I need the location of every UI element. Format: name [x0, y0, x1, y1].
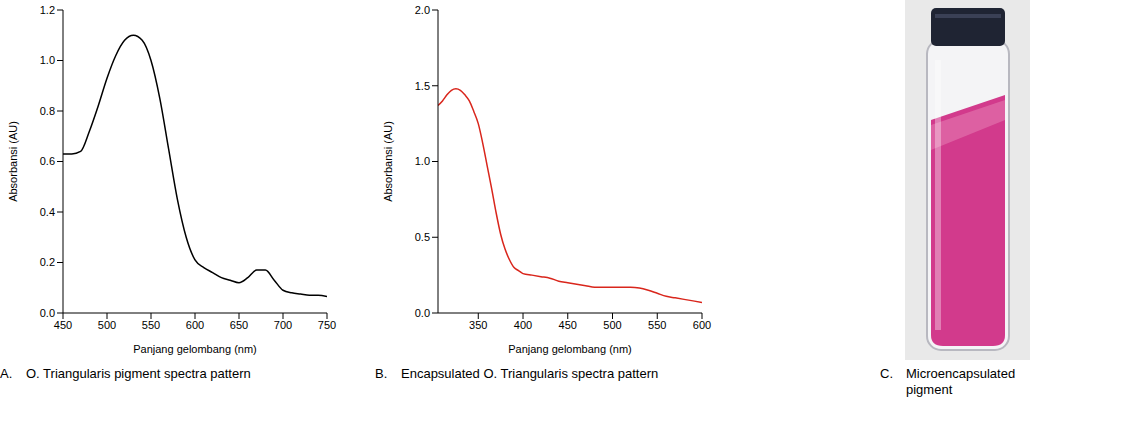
svg-text:700: 700 [274, 319, 292, 331]
svg-text:450: 450 [54, 319, 72, 331]
svg-text:650: 650 [230, 319, 248, 331]
html-text:A.: A. [0, 366, 13, 381]
html-text:B.: B. [375, 366, 388, 381]
svg-text:0.5: 0.5 [415, 231, 430, 243]
svg-text:500: 500 [98, 319, 116, 331]
svg-text:400: 400 [514, 319, 532, 331]
svg-text:500: 500 [603, 319, 621, 331]
svg-text:600: 600 [693, 319, 711, 331]
html-text:Microencapsulated pigment: Microencapsulated pigment [906, 366, 1016, 397]
svg-text:750: 750 [318, 319, 336, 331]
svg-text:0.8: 0.8 [40, 105, 55, 117]
svg-text:1.0: 1.0 [415, 155, 430, 167]
svg-text:2.0: 2.0 [415, 4, 430, 16]
svg-text:Absorbansi (AU): Absorbansi (AU) [7, 121, 19, 202]
svg-text:Panjang gelombang (nm): Panjang gelombang (nm) [133, 343, 257, 355]
svg-text:0.0: 0.0 [40, 307, 55, 319]
svg-text:550: 550 [142, 319, 160, 331]
html-text:Encapsulated O. Triangularis s: Encapsulated O. Triangularis spectra pat… [401, 366, 659, 381]
svg-text:350: 350 [469, 319, 487, 331]
svg-text:Absorbansi (AU): Absorbansi (AU) [382, 121, 394, 202]
html-text:O. Triangularis pigment spectr: O. Triangularis pigment spectra pattern [26, 366, 251, 381]
svg-text:0.4: 0.4 [40, 206, 55, 218]
svg-text:1.2: 1.2 [40, 4, 55, 16]
svg-text:0.6: 0.6 [40, 155, 55, 167]
svg-text:550: 550 [648, 319, 666, 331]
svg-text:450: 450 [559, 319, 577, 331]
svg-text:0.2: 0.2 [40, 256, 55, 268]
svg-text:0.0: 0.0 [415, 307, 430, 319]
svg-text:1.5: 1.5 [415, 80, 430, 92]
html-text:C.: C. [880, 366, 893, 381]
svg-text:Panjang gelombang (nm): Panjang gelombang (nm) [508, 343, 632, 355]
svg-text:600: 600 [186, 319, 204, 331]
svg-text:1.0: 1.0 [40, 54, 55, 66]
